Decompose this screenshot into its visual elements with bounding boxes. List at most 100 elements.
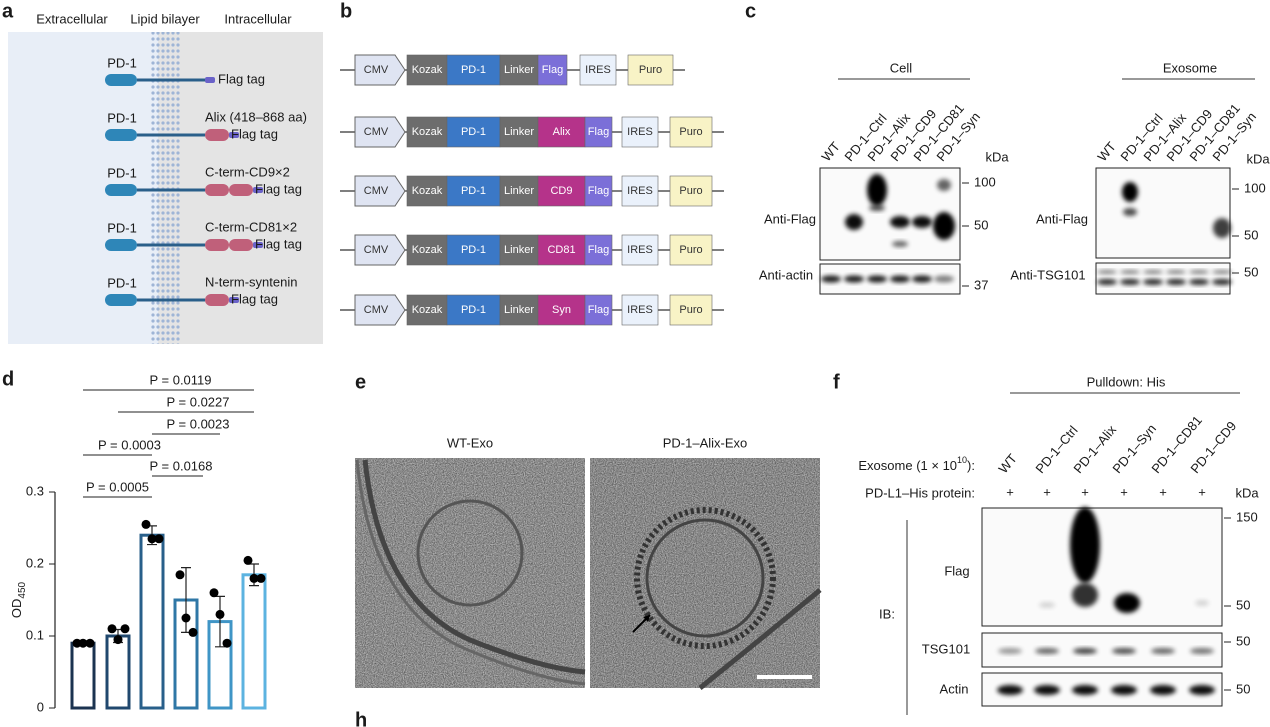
pd1-domain xyxy=(105,74,137,86)
band xyxy=(1166,270,1186,274)
y-tick-label: 0.3 xyxy=(26,483,44,498)
comparison-label: P = 0.0005 xyxy=(86,479,149,494)
plus-sign: + xyxy=(1006,484,1014,499)
construct-label: CD81 xyxy=(547,244,575,256)
y-tick-label: 0 xyxy=(37,699,44,714)
band xyxy=(1189,279,1209,285)
protein-label: PD-1 xyxy=(107,165,137,180)
construct-box xyxy=(499,294,539,326)
y-tick-label: 0.1 xyxy=(26,627,44,642)
comparison-label: P = 0.0023 xyxy=(166,416,229,431)
data-point xyxy=(107,624,117,634)
band xyxy=(1195,600,1209,606)
panel-label: c xyxy=(745,0,756,22)
construct-box xyxy=(499,116,539,148)
protein-label: PD-1 xyxy=(107,55,137,70)
row-label: PD-L1–His protein: xyxy=(865,485,975,500)
panel-label: h xyxy=(355,709,367,727)
protein-label: PD-1 xyxy=(107,275,137,290)
lane-label: WT xyxy=(995,451,1020,476)
band xyxy=(1120,279,1140,285)
band xyxy=(1122,182,1138,202)
construct-label: IRES xyxy=(627,244,653,256)
construct-label: Linker xyxy=(504,64,534,76)
construct-box xyxy=(621,116,659,148)
construct-box xyxy=(446,294,501,326)
construct-label: Alix xyxy=(553,126,571,138)
promoter xyxy=(354,54,406,86)
tag-label: Flag tag xyxy=(218,71,265,86)
band xyxy=(1039,602,1055,608)
construct-box xyxy=(537,116,586,148)
construct-label: CMV xyxy=(364,185,389,197)
construct-box xyxy=(499,54,539,86)
band xyxy=(1112,648,1136,654)
panel-label: a xyxy=(2,0,14,22)
construct-label: Kozak xyxy=(412,304,443,316)
tag-label: Flag tag xyxy=(255,236,302,251)
data-point xyxy=(141,519,151,529)
construct-box xyxy=(584,294,613,326)
data-point xyxy=(243,555,253,565)
construct-box xyxy=(446,116,501,148)
comparison-label: P = 0.0227 xyxy=(166,394,229,409)
construct-label: Kozak xyxy=(412,126,443,138)
band xyxy=(1073,648,1097,654)
row-label-end: ): xyxy=(967,458,975,473)
construct-box xyxy=(499,175,539,207)
protein-label: PD-1 xyxy=(107,220,137,235)
tag-label: Flag tag xyxy=(255,181,302,196)
band xyxy=(867,174,887,206)
construct-box xyxy=(669,175,713,207)
construct-box xyxy=(621,234,659,266)
band xyxy=(1212,270,1232,274)
band xyxy=(937,179,951,191)
band xyxy=(1190,648,1214,654)
domain-label: N-term-syntenin xyxy=(205,274,297,289)
data-point xyxy=(222,638,232,648)
band xyxy=(1189,270,1209,274)
construct-box xyxy=(621,175,659,207)
fusion-domain xyxy=(205,129,229,141)
construct-box xyxy=(406,234,448,266)
construct-box xyxy=(537,234,586,266)
flag-tag xyxy=(205,77,215,83)
image-title: PD-1–Alix-Exo xyxy=(663,435,748,450)
blot xyxy=(1095,167,1231,259)
cryo-em-images xyxy=(355,458,822,690)
data-point xyxy=(188,627,198,637)
construct-label: Puro xyxy=(679,244,702,256)
antibody-label: Anti-actin xyxy=(759,267,813,282)
construct-label: Kozak xyxy=(412,185,443,197)
blot xyxy=(981,507,1223,627)
unit-label: kDa xyxy=(1235,485,1259,500)
fusion-domain xyxy=(205,294,229,306)
construct-box xyxy=(446,234,501,266)
marker-label: 50 xyxy=(1236,597,1250,612)
band xyxy=(1097,279,1117,285)
construct-box xyxy=(406,54,448,86)
band xyxy=(1166,279,1186,285)
construct-label: Linker xyxy=(504,185,534,197)
construct-box xyxy=(579,54,617,86)
construct-label: Puro xyxy=(639,64,662,76)
band xyxy=(1070,507,1100,583)
construct-label: CMV xyxy=(364,244,389,256)
construct-label: Flag xyxy=(588,304,609,316)
data-point xyxy=(256,573,266,583)
construct-label: CD9 xyxy=(550,185,572,197)
data-point xyxy=(154,534,164,544)
plus-sign: + xyxy=(1159,484,1167,499)
plus-sign: + xyxy=(1198,484,1206,499)
plus-sign: + xyxy=(1081,484,1089,499)
band xyxy=(1072,685,1098,695)
construct-label: Syn xyxy=(552,304,571,316)
band xyxy=(912,275,932,283)
bar xyxy=(139,533,165,710)
panel-label: e xyxy=(355,371,366,393)
construct-box xyxy=(669,116,713,148)
fusion-domain xyxy=(229,239,253,251)
y-axis-label-sub: 450 xyxy=(17,581,28,598)
antibody-label: Anti-Flag xyxy=(1036,211,1088,226)
